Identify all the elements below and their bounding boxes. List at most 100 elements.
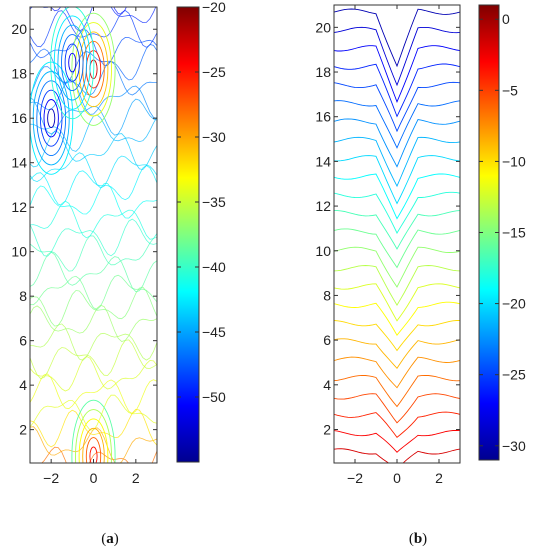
contour-line — [334, 393, 460, 424]
contour-ring — [82, 427, 105, 463]
panel-label-b: (b) — [409, 531, 427, 547]
contour-line — [334, 8, 460, 68]
colorbar-tick-label: −5 — [502, 82, 518, 98]
colorbar-tick-label: −15 — [502, 225, 526, 241]
colorbar-tick-label: −50 — [202, 389, 226, 405]
colorbar-tick-label: −30 — [202, 129, 226, 145]
y-tick-label: 10 — [315, 243, 331, 259]
y-tick-label: 16 — [11, 110, 27, 126]
contour-ring — [71, 399, 116, 463]
y-tick-label: 16 — [315, 109, 331, 125]
contour-line — [334, 26, 460, 87]
contour-ring — [71, 12, 116, 126]
x-axis-a: −2 0 2 — [43, 7, 140, 486]
contour-ring — [75, 22, 112, 117]
contour-ring — [30, 61, 74, 175]
contour-ring — [47, 108, 56, 128]
colorbar-gradient-a — [176, 6, 200, 463]
colorbar-tick-label: −25 — [502, 367, 526, 383]
contour-ring — [75, 409, 112, 463]
contour-line — [30, 408, 157, 448]
y-tick-label: 12 — [11, 199, 27, 215]
contour-line — [30, 355, 157, 392]
contour-ring — [78, 418, 109, 463]
contour-line — [30, 200, 157, 240]
contour-line — [30, 426, 157, 463]
y-tick-label: 20 — [11, 21, 27, 37]
colorbar-tick-label: −35 — [202, 194, 226, 210]
y-tick-label: 6 — [323, 332, 331, 348]
contour-line — [30, 251, 157, 293]
contour-line — [334, 136, 460, 188]
contour-ring — [50, 7, 95, 120]
contour-line — [30, 164, 157, 206]
contour-line — [30, 218, 157, 257]
y-tick-label: 18 — [315, 64, 331, 80]
contour-line — [30, 235, 157, 272]
contour-line — [334, 448, 460, 463]
panel-label-a: (a) — [101, 531, 119, 547]
colorbar-tick-label: −45 — [202, 324, 226, 340]
colorbar-tick-label: −10 — [502, 153, 526, 169]
contour-ring — [53, 15, 91, 110]
y-axis-a: 2 4 6 8 10 12 14 16 18 20 — [11, 21, 157, 438]
contour-line — [334, 155, 460, 205]
contour-line — [30, 274, 157, 310]
contour-line — [334, 45, 460, 104]
colorbar-tick-label: 0 — [502, 11, 510, 27]
y-tick-label: 4 — [323, 377, 331, 393]
contour-line — [30, 7, 157, 32]
contour-ring — [39, 89, 63, 147]
contour-line — [334, 356, 460, 389]
y-tick-label: 12 — [315, 198, 331, 214]
contour-line — [334, 429, 460, 453]
contour-line — [30, 10, 157, 48]
y-tick-label: 18 — [11, 66, 27, 82]
colorbar-ticks-b: 0 −5 −10 −15 −20 −25 −30 — [479, 11, 526, 454]
contour-lines-a — [30, 7, 157, 463]
contour-line — [30, 152, 157, 189]
x-axis-b: −2 0 2 — [347, 5, 443, 486]
contour-line — [30, 304, 157, 342]
y-tick-label: 4 — [19, 377, 27, 393]
contour-line — [334, 63, 460, 118]
contour-line — [334, 246, 460, 288]
y-axis-b: 2 4 6 8 10 12 14 16 18 20 — [315, 19, 460, 437]
contour-line — [30, 373, 157, 415]
contour-line — [30, 183, 157, 219]
contour-ring — [61, 34, 84, 92]
contour-line — [334, 191, 460, 234]
x-tick-label: −2 — [347, 470, 363, 486]
contour-line — [334, 301, 460, 336]
colorbar-tick-label: −20 — [202, 0, 226, 15]
x-tick-label: 2 — [132, 470, 140, 486]
contour-line — [30, 339, 157, 379]
y-tick-label: 10 — [11, 244, 27, 260]
x-tick-label: −2 — [43, 470, 59, 486]
contour-ring — [85, 437, 102, 463]
contour-line — [334, 210, 460, 250]
contour-line — [30, 286, 157, 327]
contour-lines-b — [334, 8, 460, 463]
x-tick-label: 2 — [435, 470, 443, 486]
contour-ring — [64, 43, 80, 82]
y-tick-label: 2 — [323, 421, 331, 437]
contour-line — [41, 446, 157, 463]
y-tick-label: 14 — [315, 153, 331, 169]
contour-line — [30, 78, 157, 119]
y-tick-label: 20 — [315, 19, 331, 35]
contour-line — [334, 228, 460, 269]
contour-line — [30, 130, 157, 170]
colorbar-tick-label: −25 — [202, 64, 226, 80]
colorbar-tick-label: −20 — [502, 296, 526, 312]
contour-line — [334, 265, 460, 306]
contour-line — [334, 411, 460, 439]
colorbar-tick-label: −40 — [202, 259, 226, 275]
contour-line — [334, 81, 460, 133]
contour-ring — [68, 52, 77, 73]
y-tick-label: 8 — [19, 288, 27, 304]
contour-line — [334, 374, 460, 408]
